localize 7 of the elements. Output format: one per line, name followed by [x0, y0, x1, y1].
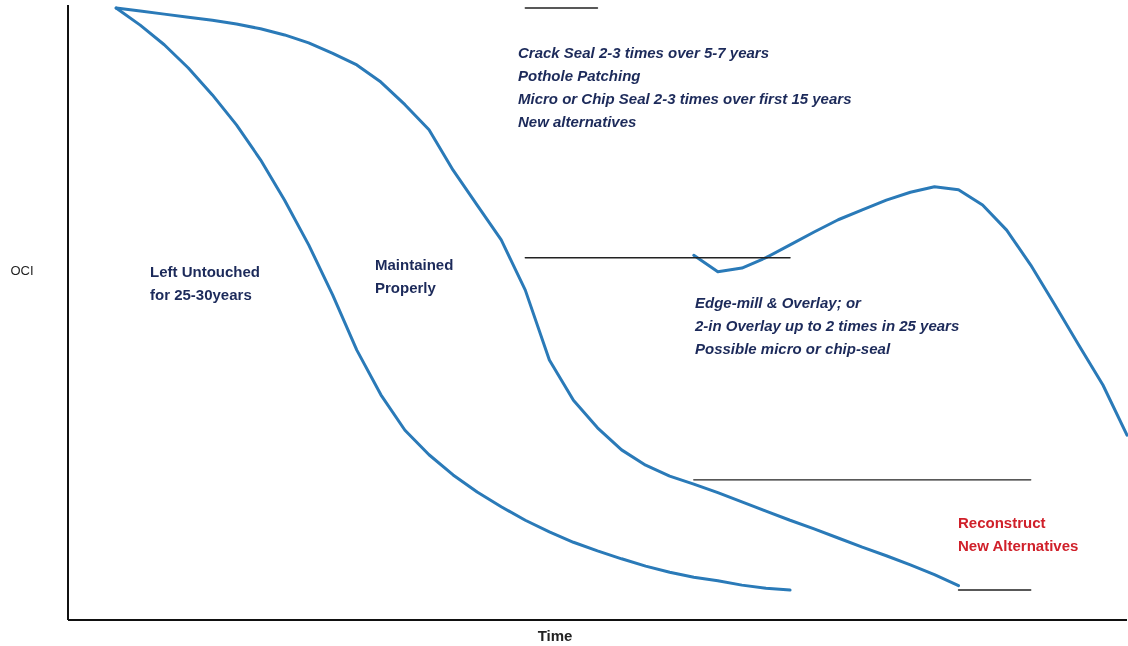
x-axis-title: Time [537, 627, 573, 644]
annotation: Edge-mill & Overlay; or 2-in Overlay up to 2 times in 25 years Possible micro or chip-seal [694, 294, 960, 357]
y-axis-title: OCI [10, 263, 34, 278]
annotation: Left Untouched for 25-30years [150, 263, 260, 303]
annotation: Maintained Properly [375, 256, 454, 296]
annotation: Crack Seal 2-3 times over 5-7 years Pothole Patching Micro or Chip Seal 2-3 times over first 15 years New alternatives [518, 44, 852, 130]
annotation: Reconstruct New Alternatives [958, 514, 1079, 554]
